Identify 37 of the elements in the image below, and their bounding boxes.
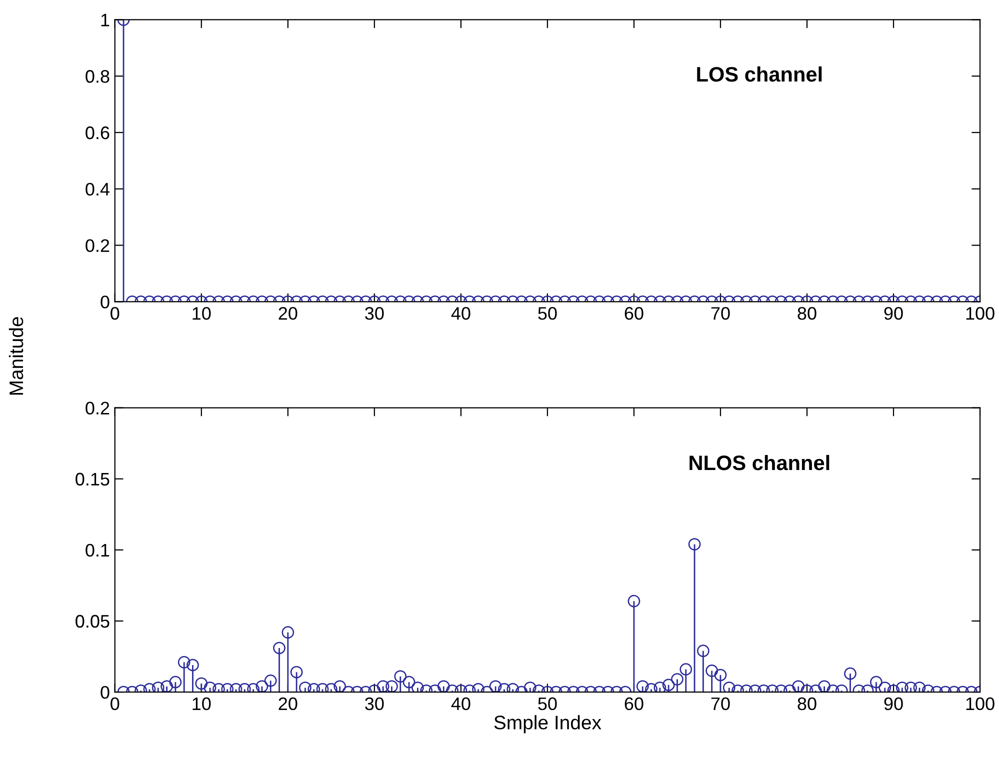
x-tick-label: 0 [110,697,120,710]
x-tick-label: 60 [624,307,644,320]
x-tick-label: 30 [365,307,384,320]
y-tick-label: 0 [100,296,110,308]
x-tick-label: 50 [538,697,557,710]
y-tick-label: 0.15 [76,472,110,486]
x-tick-label: 10 [192,307,211,320]
x-tick-label: 100 [966,307,994,320]
y-tick-label: 0.2 [86,239,110,252]
y-tick-label: 0.05 [76,614,110,628]
x-tick-label: 30 [365,697,384,710]
x-tick-label: 40 [451,697,470,710]
x-tick-label: 60 [624,697,644,710]
y-tick-label: 0.4 [86,182,110,196]
y-tick-label: 0.2 [86,402,110,415]
x-axis-title: Smple Index [494,715,602,734]
annotation: LOS channel [697,66,822,82]
x-tick-label: 40 [451,307,470,320]
x-tick-label: 80 [798,697,816,710]
y-tick-label: 0.1 [86,544,110,557]
y-tick-label: 0.6 [86,126,110,140]
y-axis-title: Manitude [8,317,24,395]
x-tick-label: 80 [798,307,816,320]
y-tick-label: 1 [101,14,110,26]
x-tick-label: 20 [278,307,298,320]
x-tick-label: 50 [538,307,557,320]
x-tick-label: 10 [192,697,211,710]
x-tick-label: 100 [966,697,994,710]
annotation: NLOS channel [690,454,830,470]
x-tick-label: 90 [884,307,903,320]
y-tick-label: 0.8 [86,70,110,83]
y-tick-label: 0 [100,686,110,699]
x-tick-label: 0 [110,307,120,320]
x-tick-label: 70 [711,697,730,710]
x-tick-label: 70 [711,307,730,320]
x-tick-label: 90 [884,697,903,710]
x-tick-label: 20 [278,697,298,710]
